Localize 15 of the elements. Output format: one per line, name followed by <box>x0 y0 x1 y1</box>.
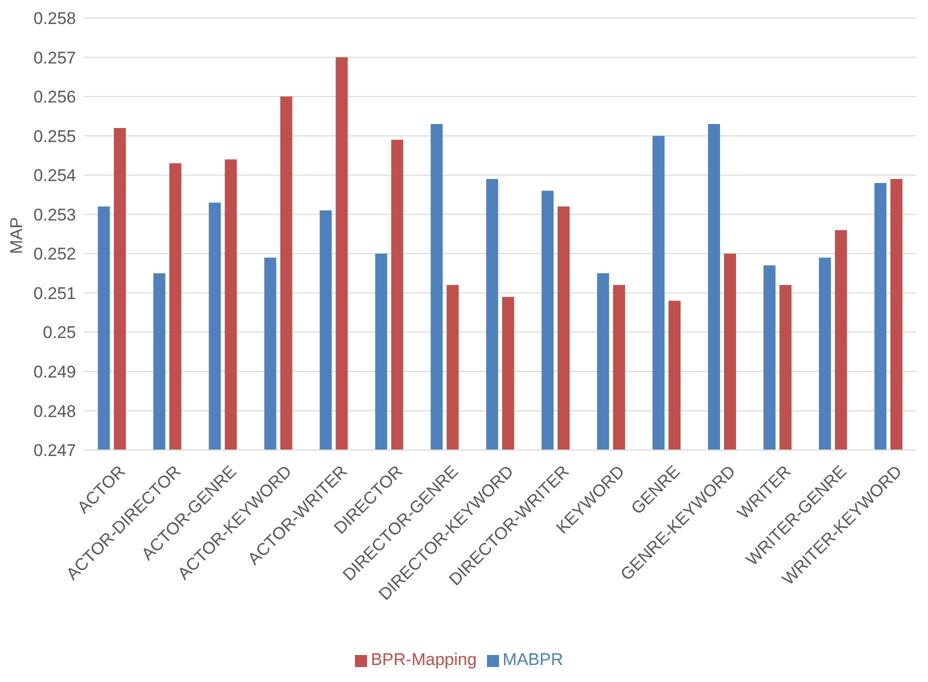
y-tick-label: 0.254 <box>33 166 76 186</box>
y-tick-label: 0.251 <box>33 284 76 303</box>
y-axis-title: MAP <box>7 217 26 254</box>
y-tick-label: 0.258 <box>33 9 76 28</box>
y-tick-label: 0.252 <box>33 244 76 264</box>
y-tick-label: 0.256 <box>33 88 76 107</box>
y-tick-label: 0.257 <box>33 48 76 68</box>
y-tick-label: 0.25 <box>42 323 76 342</box>
y-tick-label: 0.253 <box>33 205 76 224</box>
y-tick-label: 0.248 <box>33 402 76 421</box>
legend-label: BPR-Mapping <box>370 650 477 669</box>
legend-label: MABPR <box>502 650 564 669</box>
y-tick-label: 0.247 <box>33 441 76 460</box>
y-tick-label: 0.249 <box>33 362 76 382</box>
y-tick-label: 0.255 <box>33 126 76 146</box>
